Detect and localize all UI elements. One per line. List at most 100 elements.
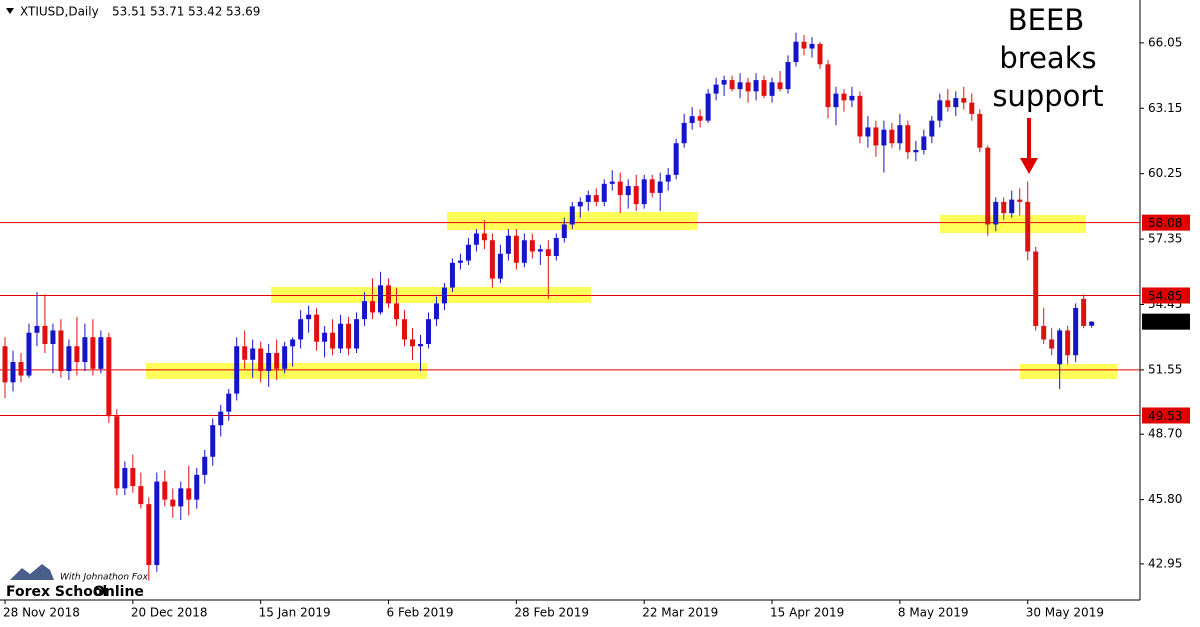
candle-body — [338, 323, 344, 349]
candle-body — [633, 186, 639, 205]
candle-body — [2, 346, 8, 383]
candle-body — [330, 332, 336, 349]
zone — [940, 215, 1086, 233]
candle-body — [370, 301, 376, 313]
x-tick-label: 15 Apr 2019 — [770, 606, 844, 620]
y-tick-label: 57.35 — [1148, 232, 1182, 246]
candle-body — [1089, 321, 1095, 326]
candle-body — [937, 100, 943, 121]
candle-body — [138, 486, 144, 505]
candle-body — [130, 468, 136, 487]
candle-body — [210, 425, 216, 457]
candle-body — [98, 337, 104, 369]
y-tick-label: 42.95 — [1148, 556, 1182, 570]
candle-body — [10, 362, 16, 383]
header-close: 53.69 — [226, 5, 260, 19]
candle-body — [601, 183, 607, 202]
header-high: 53.71 — [150, 5, 184, 19]
logo-name-accent: Online — [93, 584, 144, 600]
candle-body — [801, 41, 807, 49]
candle-body — [122, 468, 128, 489]
candle-body — [386, 285, 392, 304]
annotation-text: BEEB — [1008, 3, 1084, 37]
candle-body — [258, 348, 264, 372]
price-box — [1142, 407, 1190, 424]
candle-body — [841, 93, 847, 101]
candle-body — [993, 201, 999, 225]
candle-body — [625, 186, 631, 196]
candle-body — [314, 314, 320, 342]
candle-body — [1001, 201, 1007, 214]
x-tick-label: 6 Feb 2019 — [387, 606, 454, 620]
candle-body — [857, 95, 863, 137]
candle-body — [921, 136, 927, 150]
candle-body — [90, 337, 96, 369]
candle-body — [441, 287, 447, 304]
candle-body — [793, 41, 799, 63]
candle-body — [673, 143, 679, 175]
candle-body — [1041, 325, 1047, 340]
candle-body — [521, 240, 527, 263]
candle-body — [218, 411, 224, 426]
candle-body — [713, 84, 719, 94]
candle-body — [833, 93, 839, 108]
candle-body — [721, 80, 727, 85]
candle-body — [617, 181, 623, 196]
candle-body — [226, 393, 232, 412]
candle-body — [609, 181, 615, 184]
candle-body — [553, 237, 559, 257]
candle-body — [657, 181, 663, 193]
candle-body — [266, 353, 272, 372]
candle-body — [889, 129, 895, 144]
candle-body — [649, 179, 655, 193]
candle-body — [585, 195, 591, 202]
candle-body — [641, 179, 647, 205]
y-tick-label: 66.05 — [1148, 35, 1182, 49]
candle-body — [282, 346, 288, 369]
annotation-text: breaks — [999, 41, 1096, 75]
candle-body — [58, 330, 64, 372]
candle-body — [665, 174, 671, 182]
candle-body — [777, 82, 783, 90]
candle-body — [569, 206, 575, 225]
zone — [1020, 364, 1117, 379]
price-box — [1142, 214, 1190, 231]
candle-body — [873, 127, 879, 146]
menu-triangle — [6, 8, 14, 14]
candle-body — [346, 323, 352, 349]
candle-body — [242, 346, 248, 360]
candle-body — [74, 346, 80, 363]
candle-body — [322, 332, 328, 342]
candle-body — [529, 240, 535, 252]
candle-body — [306, 314, 312, 320]
candle-body — [689, 116, 695, 123]
header-low: 53.42 — [188, 5, 222, 19]
candle-body — [913, 150, 919, 153]
annotation-text: support — [992, 79, 1103, 113]
candle-body — [1049, 339, 1055, 349]
candle-body — [497, 253, 503, 279]
x-tick-label: 28 Nov 2018 — [3, 606, 80, 620]
candle-body — [481, 233, 487, 241]
candle-body — [409, 339, 415, 347]
header-open: 53.51 — [112, 5, 146, 19]
candle-body — [178, 488, 184, 507]
candle-body — [905, 125, 911, 153]
price-box — [1142, 313, 1190, 330]
candle-body — [849, 95, 855, 101]
x-tick-label: 28 Feb 2019 — [514, 606, 589, 620]
candle-body — [785, 62, 791, 90]
y-tick-label: 60.25 — [1148, 166, 1182, 180]
candle-body — [34, 325, 40, 333]
candle-body — [961, 98, 967, 103]
candle-body — [809, 43, 815, 49]
candle-body — [394, 303, 400, 320]
candle-body — [865, 127, 871, 137]
candle-body — [1065, 330, 1071, 356]
candle-body — [769, 82, 775, 96]
x-tick-label: 8 May 2019 — [898, 606, 969, 620]
candle-body — [1025, 201, 1031, 252]
candle-body — [705, 93, 711, 121]
candle-body — [106, 337, 112, 417]
